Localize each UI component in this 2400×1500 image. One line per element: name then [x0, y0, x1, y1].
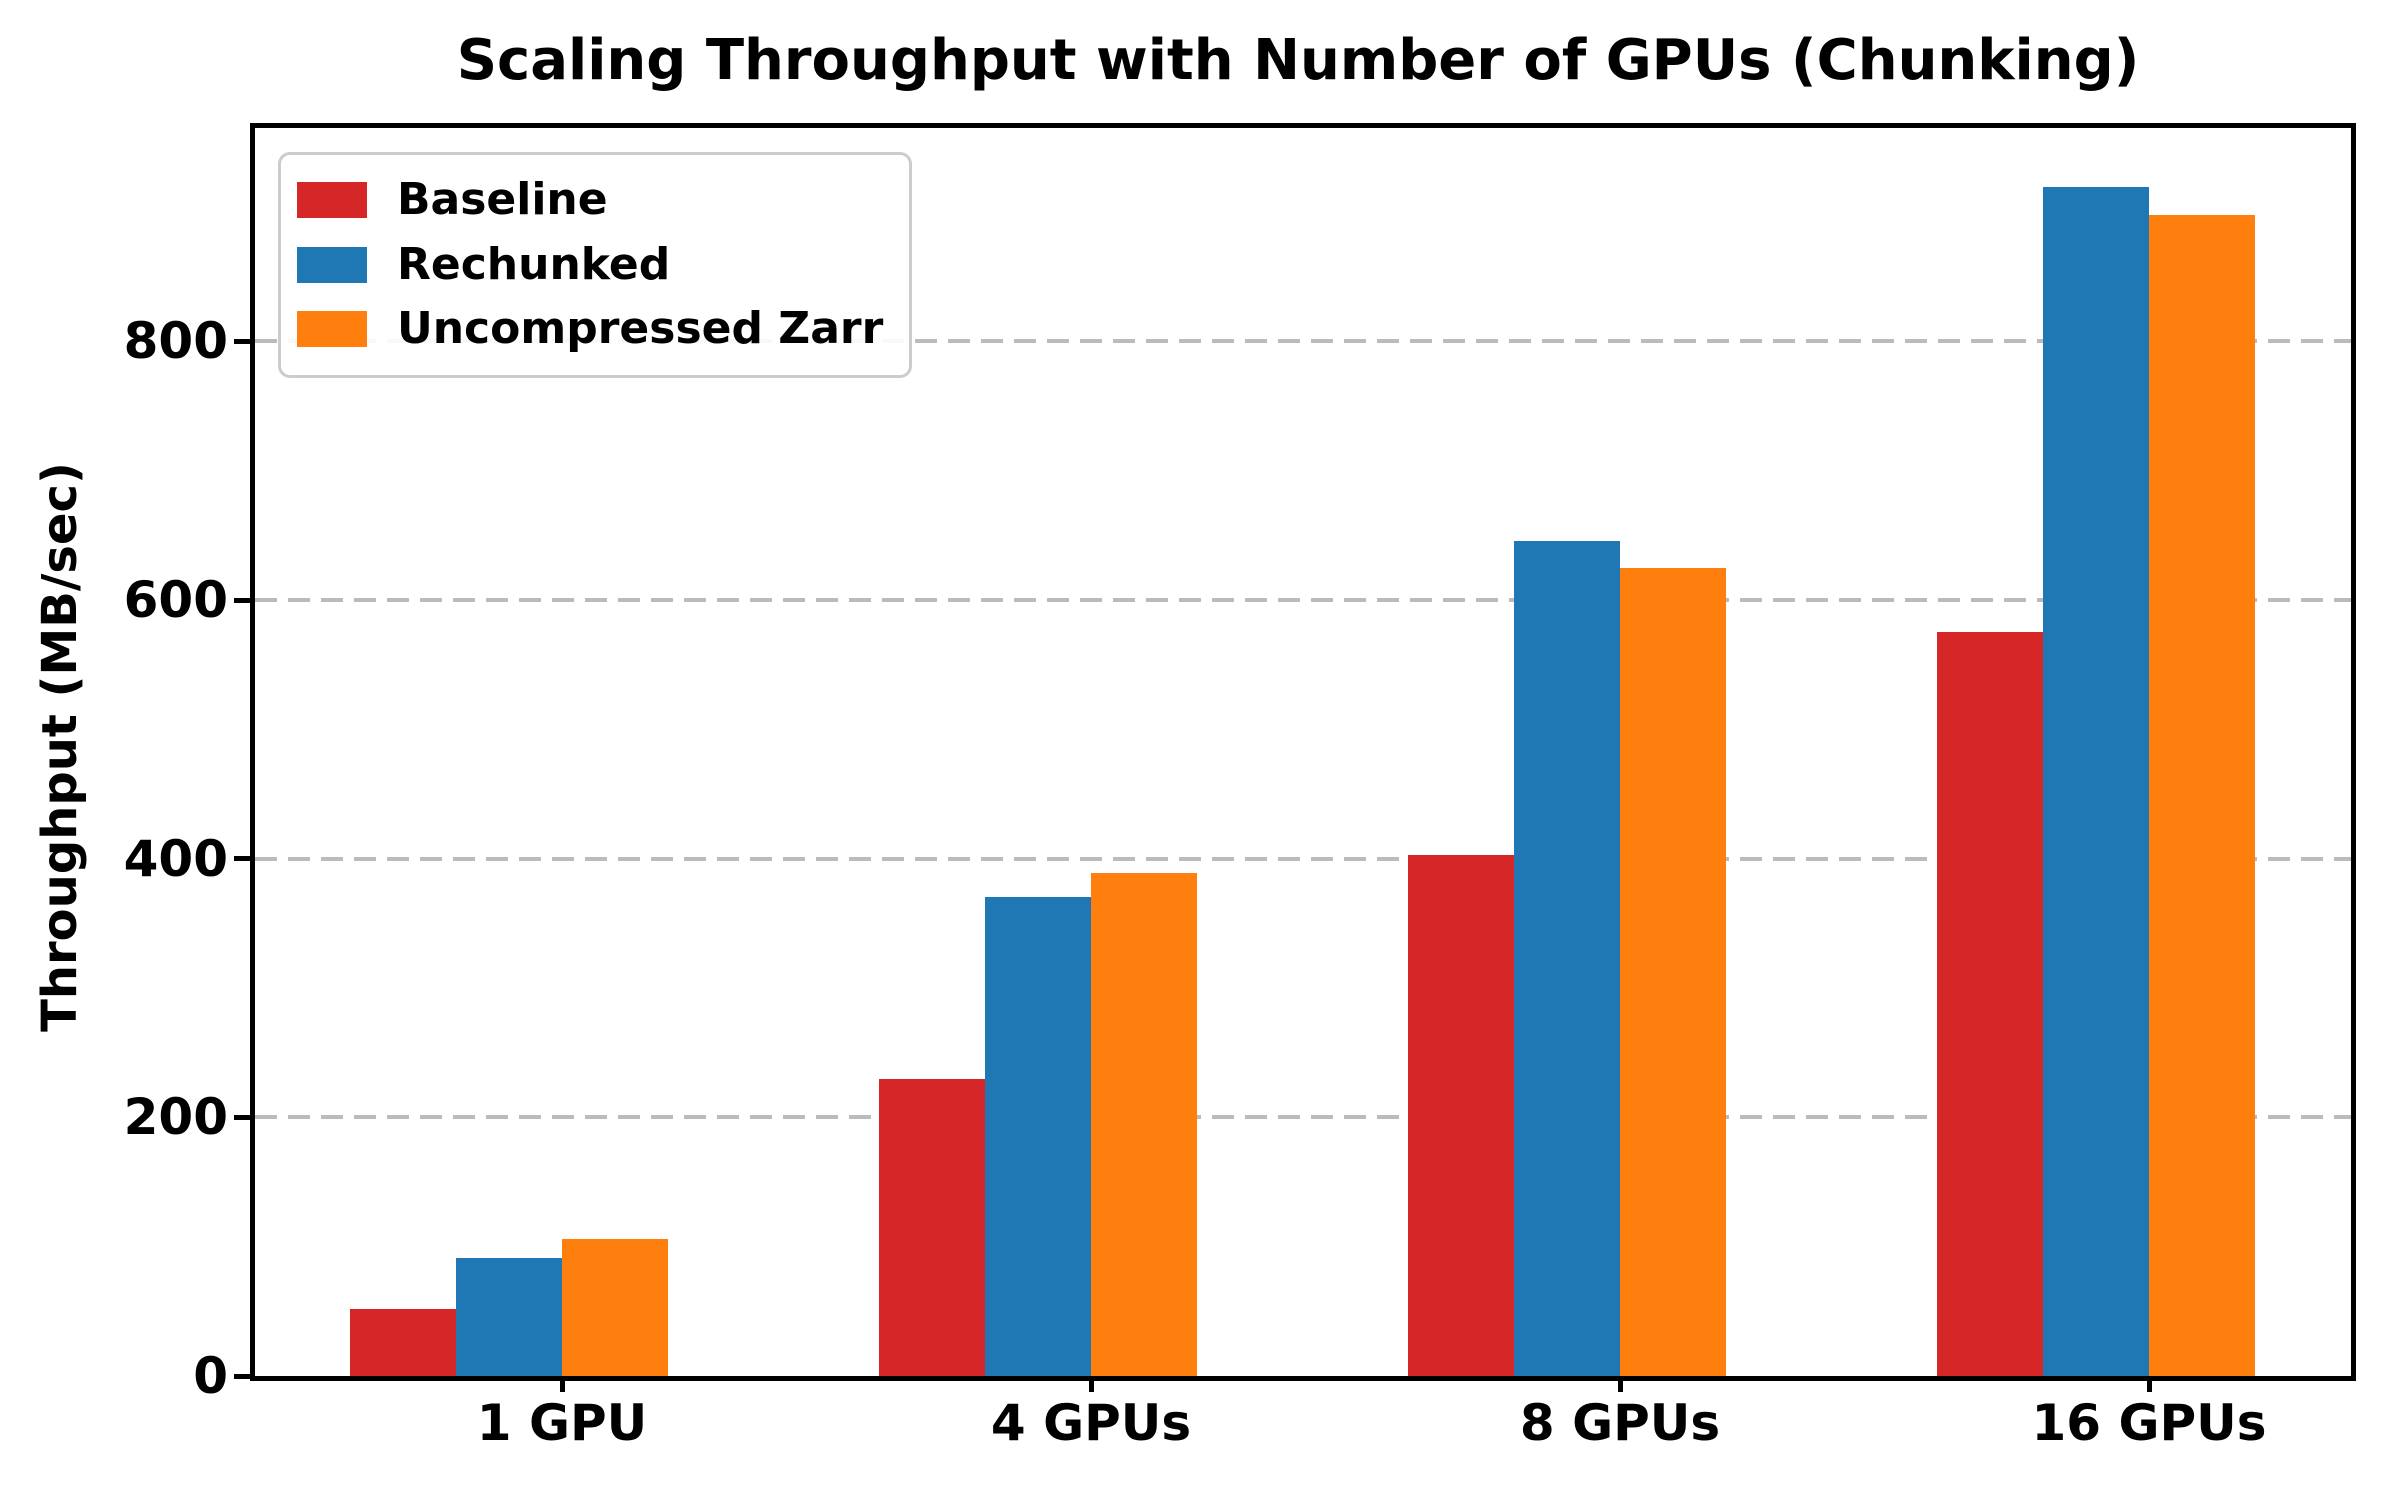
plot-area: Baseline Rechunked Uncompressed Zarr: [250, 123, 2356, 1381]
x-tick-mark-4: [2146, 1376, 2152, 1392]
gridline-y-600: [255, 598, 2351, 603]
legend-item-rechunked: Rechunked: [297, 238, 883, 291]
legend-label-uncompressed-zarr: Uncompressed Zarr: [397, 303, 884, 355]
y-tick-mark-400: [234, 856, 250, 862]
bar-baseline-16-gpus: [1937, 632, 2043, 1376]
bar-uncompressed-zarr-1-gpu: [562, 1239, 668, 1376]
bar-rechunked-16-gpus: [2043, 187, 2149, 1376]
bar-uncompressed-zarr-4-gpus: [1091, 873, 1197, 1376]
bar-uncompressed-zarr-16-gpus: [2149, 215, 2255, 1376]
bar-baseline-8-gpus: [1408, 855, 1514, 1376]
x-tick-label-16-gpus: 16 GPUs: [2031, 1394, 2267, 1452]
legend-swatch-baseline: [297, 182, 367, 219]
y-tick-mark-200: [234, 1114, 250, 1120]
bar-uncompressed-zarr-8-gpus: [1620, 568, 1726, 1376]
bar-baseline-4-gpus: [879, 1079, 985, 1376]
y-tick-label-0: 0: [193, 1347, 228, 1405]
y-axis-label: Throughput (MB/sec): [30, 123, 90, 1371]
x-tick-mark-2: [1088, 1376, 1094, 1392]
y-tick-mark-600: [234, 597, 250, 603]
legend-swatch-rechunked: [297, 246, 367, 283]
y-tick-mark-800: [234, 338, 250, 344]
legend-item-baseline: Baseline: [297, 174, 883, 226]
y-axis-label-text: Throughput (MB/sec): [32, 462, 89, 1032]
y-tick-mark-0: [234, 1373, 250, 1379]
x-tick-label-8-gpus: 8 GPUs: [1519, 1394, 1721, 1452]
x-tick-mark-3: [1617, 1376, 1623, 1392]
legend-item-uncompressed-zarr: Uncompressed Zarr: [297, 304, 883, 355]
x-tick-label-1-gpu: 1 GPU: [476, 1394, 648, 1452]
legend-swatch-uncompressed-zarr: [297, 311, 367, 348]
x-tick-mark-1: [559, 1376, 565, 1392]
y-tick-label-600: 600: [123, 571, 228, 630]
x-tick-label-4-gpus: 4 GPUs: [990, 1394, 1192, 1452]
bar-rechunked-4-gpus: [985, 897, 1091, 1376]
y-tick-label-800: 800: [123, 312, 228, 371]
bar-rechunked-1-gpu: [456, 1258, 562, 1376]
legend-label-rechunked: Rechunked: [397, 238, 671, 290]
y-tick-label-400: 400: [123, 829, 228, 888]
chart-title: Scaling Throughput with Number of GPUs (…: [456, 28, 2140, 93]
legend-label-baseline: Baseline: [397, 174, 608, 225]
bar-baseline-1-gpu: [350, 1309, 456, 1376]
bar-rechunked-8-gpus: [1514, 541, 1620, 1376]
legend: Baseline Rechunked Uncompressed Zarr: [278, 152, 913, 378]
y-tick-label-200: 200: [123, 1088, 228, 1147]
